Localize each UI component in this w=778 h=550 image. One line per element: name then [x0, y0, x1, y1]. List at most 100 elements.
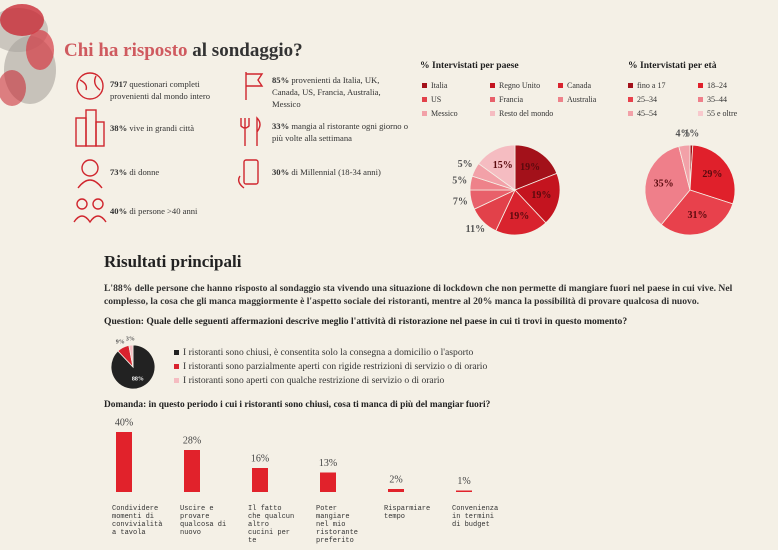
stat: 33% mangia al ristorante ogni giorno o p…: [272, 120, 412, 144]
stat-highlight: 73%: [110, 167, 128, 177]
stat-text: mangia al ristorante ogni giorno o più v…: [272, 121, 409, 143]
stat-text: questionari completi provenienti dal mon…: [110, 79, 210, 101]
stat: 38% vive in grandi città: [110, 122, 240, 134]
stat: 73% di donne: [110, 166, 240, 178]
legend-label: 45–54: [637, 109, 657, 118]
pie-label: 7%: [453, 197, 468, 208]
stat-text: vive in grandi città: [129, 123, 195, 133]
bar: [116, 432, 132, 492]
pie-slice: [478, 144, 516, 191]
legend-label: Italia: [431, 81, 448, 90]
legend-label: I ristoranti sono parzialmente aperti co…: [183, 361, 488, 372]
pie-slice: [689, 144, 736, 205]
legend-swatch: [698, 83, 703, 88]
pie-slice: [514, 144, 558, 191]
bar-label: 13%: [319, 458, 337, 469]
stat-highlight: 38%: [110, 123, 128, 133]
legend-swatch: [490, 83, 495, 88]
legend-swatch: [174, 378, 179, 383]
bar-label: 40%: [115, 417, 133, 428]
stat-highlight: 40%: [110, 206, 128, 216]
x-tick-label: Risparmiare tempo: [384, 505, 431, 521]
bar-label: 28%: [183, 435, 201, 446]
icons: [73, 72, 264, 224]
stat: 40% di persone >40 anni: [110, 205, 240, 217]
pie-label: 19%: [509, 211, 529, 222]
legend-swatch: [490, 97, 495, 102]
stat-text: provenienti da Italia, UK, Canada, US, F…: [272, 75, 381, 109]
pie-label: 9%: [116, 339, 125, 345]
x-tick-label: Uscire e provare qualcosa di nuovo: [180, 505, 227, 537]
pie-slice: [495, 189, 547, 236]
legend-label: fino a 17: [637, 81, 666, 90]
legend-swatch: [422, 83, 427, 88]
pie-label: 5%: [452, 176, 467, 187]
legend-swatch: [174, 350, 179, 355]
x-tick-label: Il fatto che qualcun altro cucini per te: [248, 505, 295, 545]
bar-label: 2%: [389, 474, 402, 485]
title-part: Chi ha risposto: [64, 40, 188, 61]
stat: 85% provenienti da Italia, UK, Canada, U…: [272, 74, 392, 110]
x-tick-label: Condividere momenti di convivialità a ta…: [112, 505, 163, 537]
legend-label: Francia: [499, 95, 523, 104]
paragraph: L'88% delle persone che hanno risposto a…: [104, 283, 733, 307]
legend-label: Canada: [567, 81, 591, 90]
flower-decoration: [0, 4, 56, 106]
legend-label: 55 e oltre: [707, 109, 738, 118]
pie-label: 5%: [458, 159, 473, 170]
legend-label: US: [431, 95, 442, 104]
chart-title: % Intervistati per paese: [420, 60, 519, 71]
stat-highlight: 85%: [272, 75, 290, 85]
bar: [456, 490, 472, 492]
legend-label: Regno Unito: [499, 81, 541, 90]
pie-label: 35%: [654, 178, 674, 189]
header-title: Chi ha risposto al sondaggio?: [64, 40, 303, 62]
pie-label: 31%: [688, 210, 708, 221]
legend-swatch: [490, 111, 495, 116]
bar-label: 16%: [251, 453, 269, 464]
bar: [252, 468, 268, 492]
legend-label: I ristoranti sono aperti con qualche res…: [183, 375, 445, 386]
section-title: Risultati principali: [104, 252, 242, 271]
pie-slice: [128, 344, 134, 368]
pie-label: 4%: [675, 129, 690, 140]
pie-slice: [660, 189, 734, 236]
stat-highlight: 7917: [110, 79, 128, 89]
pie-label: 29%: [702, 169, 722, 180]
pie-slice: [644, 145, 691, 226]
chart-title: % Intervistati per età: [628, 60, 717, 71]
chart-title: Question: Quale delle seguenti affermazi…: [104, 316, 628, 327]
pie-slice: [514, 172, 561, 224]
stat-highlight: 30%: [272, 167, 290, 177]
stat-text: di persone >40 anni: [129, 206, 198, 216]
legend-swatch: [628, 83, 633, 88]
legend-swatch: [628, 111, 633, 116]
stat-text: di Millennial (18-34 anni): [291, 167, 381, 177]
legend-swatch: [422, 111, 427, 116]
pie-label: 19%: [520, 162, 540, 173]
legend-label: 35–44: [707, 95, 727, 104]
pie-slice: [678, 144, 691, 191]
stat: 7917 questionari completi provenienti da…: [110, 78, 240, 102]
bar: [184, 450, 200, 492]
legend-swatch: [558, 97, 563, 102]
pie-label: 11%: [466, 224, 485, 235]
legend-label: 25–34: [637, 95, 657, 104]
legend-swatch: [422, 97, 427, 102]
legend-swatch: [628, 97, 633, 102]
legend-label: Australia: [567, 95, 597, 104]
x-tick-label: Poter mangiare nel mio ristorante prefer…: [316, 505, 359, 545]
bar: [388, 489, 404, 492]
legend-swatch: [174, 364, 179, 369]
stat-text: di donne: [129, 167, 160, 177]
stat: 30% di Millennial (18-34 anni): [272, 166, 412, 178]
title-part: al sondaggio?: [192, 40, 303, 61]
pie-label: 3%: [126, 336, 135, 342]
legend-label: 18–24: [707, 81, 727, 90]
legend-label: Resto del mondo: [499, 109, 554, 118]
pie-label: 15%: [493, 160, 513, 171]
pie-label: 88%: [132, 377, 144, 383]
stat-highlight: 33%: [272, 121, 290, 131]
legend-label: Messico: [431, 109, 458, 118]
